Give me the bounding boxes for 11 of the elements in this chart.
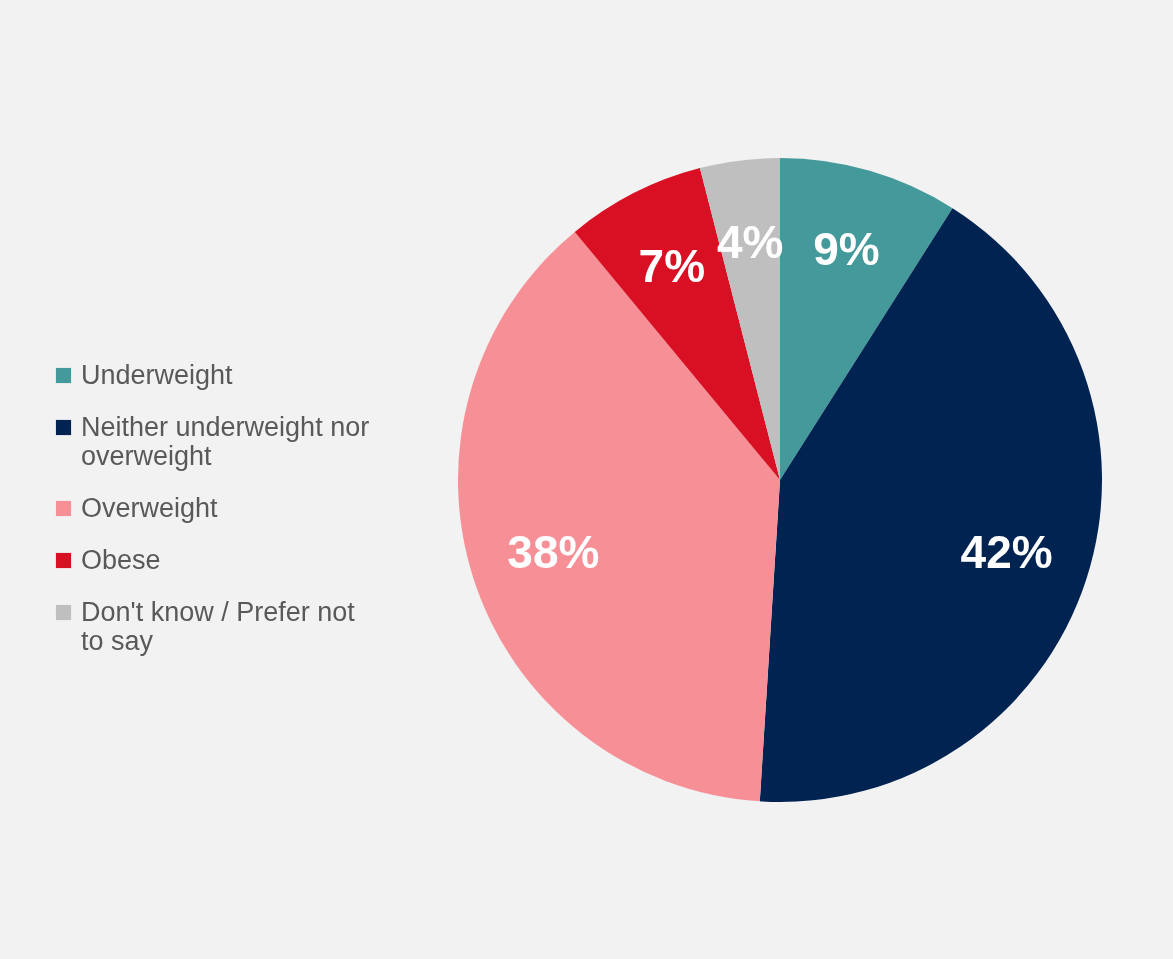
- data-label: 42%: [960, 525, 1053, 578]
- legend-label: Underweight: [81, 359, 234, 390]
- pie-slice: [574, 168, 780, 480]
- data-label: 38%: [507, 525, 600, 578]
- data-label: 9%: [813, 223, 880, 276]
- legend-label: Neither underweight nor overweight: [81, 411, 370, 471]
- legend-label: Overweight: [81, 492, 219, 523]
- pie-slice: [780, 158, 953, 480]
- data-label: 7%: [638, 239, 706, 292]
- legend-label: Don't know / Prefer not to say: [81, 596, 356, 656]
- legend-label: Obese: [81, 544, 161, 575]
